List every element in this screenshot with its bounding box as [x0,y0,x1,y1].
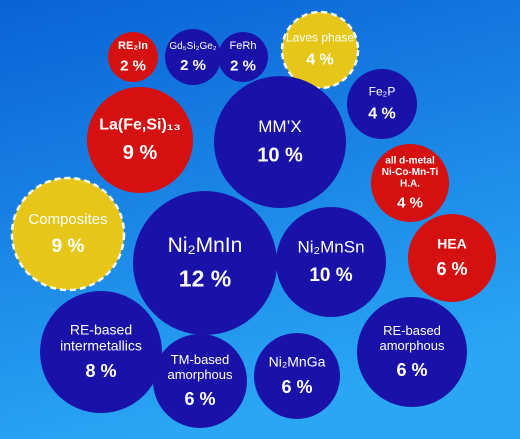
value-label: 2 % [180,57,206,74]
bubble [218,32,268,82]
bubble-label: Ni₂MnIn [168,234,243,257]
value-label: 4 % [397,195,423,212]
bubble [10,176,126,292]
bubble-label: RE-based [70,322,132,338]
bubble-label: H.A. [400,178,420,189]
value-label: 2 % [230,58,256,75]
bubble-label: MM’X [258,117,301,136]
bubble [280,10,360,90]
value-label: 2 % [120,58,146,75]
bubble [133,191,277,335]
bubble [347,69,417,139]
bubble-label: RE₂In [118,40,148,52]
bubble [165,29,221,85]
value-label: 8 % [85,361,116,381]
value-label: 4 % [368,106,396,123]
bubble [371,144,449,222]
bubble-label: intermetallics [60,338,142,354]
bubble-label: HEA [437,236,467,252]
bubble-label: TM-based [171,352,230,367]
value-label: 6 % [184,389,215,409]
value-label: 4 % [306,52,334,69]
value-label: 9 % [52,236,85,257]
bubble [254,333,340,419]
bubble-label: amorphous [379,338,445,353]
bubble-label: RE-based [383,323,441,338]
bubble-label: Gd₅Si₂Ge₂ [169,41,216,52]
bubble [276,207,386,317]
bubble-label: Fe₂P [369,85,396,99]
bubble-label: Ni-Co-Mn-Ti [382,167,439,178]
value-label: 10 % [257,145,303,167]
bubble [108,32,158,82]
bubble-label: FeRh [230,40,257,52]
bubble-label: amorphous [167,367,233,382]
bubble [408,214,496,302]
value-label: 9 % [123,142,158,164]
value-label: 10 % [309,265,352,286]
value-label: 6 % [436,259,467,279]
bubble [87,87,193,193]
value-label: 6 % [281,377,312,397]
bubble [357,297,467,407]
bubble-label: Ni₂MnSn [297,238,364,257]
bubble [214,76,346,208]
bubble [153,334,247,428]
value-label: 12 % [179,265,231,291]
bubble-label: all d-metal [385,155,435,166]
value-label: 6 % [396,360,427,380]
bubble [40,291,162,413]
bubble-label: Ni₂MnGa [269,354,326,370]
bubble-label: Laves phase [286,31,354,45]
bubble-label: Composites [28,211,107,228]
bubble-label: La(Fe,Si)₁₃ [99,117,181,134]
